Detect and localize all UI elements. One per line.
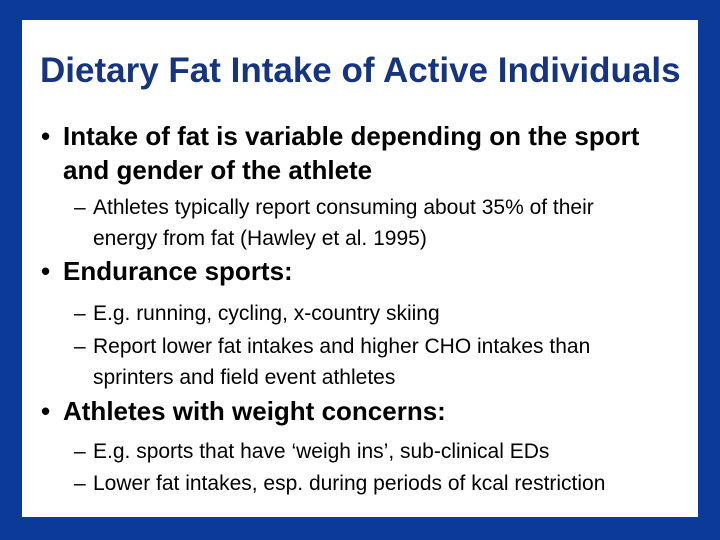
bullet-marker: • [41, 121, 51, 151]
slide-content-area: Dietary Fat Intake of Active Individuals… [22, 20, 698, 517]
dash-marker: – [74, 440, 86, 463]
sub-bullet-text: Report lower fat intakes and higher CHO … [93, 335, 591, 389]
bullet-text: Athletes with weight concerns: [63, 396, 446, 426]
dash-marker: – [74, 302, 86, 325]
bullet-item: • Intake of fat is variable depending on… [22, 119, 698, 187]
sub-bullet-item: – E.g. sports that have ‘weigh ins’, sub… [22, 436, 698, 467]
sub-bullet-text: E.g. sports that have ‘weigh ins’, sub-c… [93, 440, 550, 463]
bullet-text: Intake of fat is variable depending on t… [63, 121, 640, 185]
dash-marker: – [74, 196, 86, 219]
sub-bullet-item: – Athletes typically report consuming ab… [22, 192, 698, 254]
bullet-marker: • [41, 396, 51, 426]
sub-bullet-text: Athletes typically report consuming abou… [93, 196, 594, 250]
bullet-item: • Endurance sports: [22, 254, 698, 288]
sub-bullet-text: E.g. running, cycling, x-country skiing [93, 302, 440, 325]
sub-bullet-item: – Report lower fat intakes and higher CH… [22, 331, 698, 393]
sub-bullet-item: – Lower fat intakes, esp. during periods… [22, 468, 698, 499]
sub-bullet-text: Lower fat intakes, esp. during periods o… [93, 472, 606, 495]
bullet-marker: • [41, 256, 51, 286]
sub-bullet-item: – E.g. running, cycling, x-country skiin… [22, 298, 698, 329]
dash-marker: – [74, 335, 86, 358]
dash-marker: – [74, 472, 86, 495]
slide-title: Dietary Fat Intake of Active Individuals [40, 51, 681, 90]
bullet-item: • Athletes with weight concerns: [22, 394, 698, 428]
bullet-text: Endurance sports: [63, 256, 293, 286]
